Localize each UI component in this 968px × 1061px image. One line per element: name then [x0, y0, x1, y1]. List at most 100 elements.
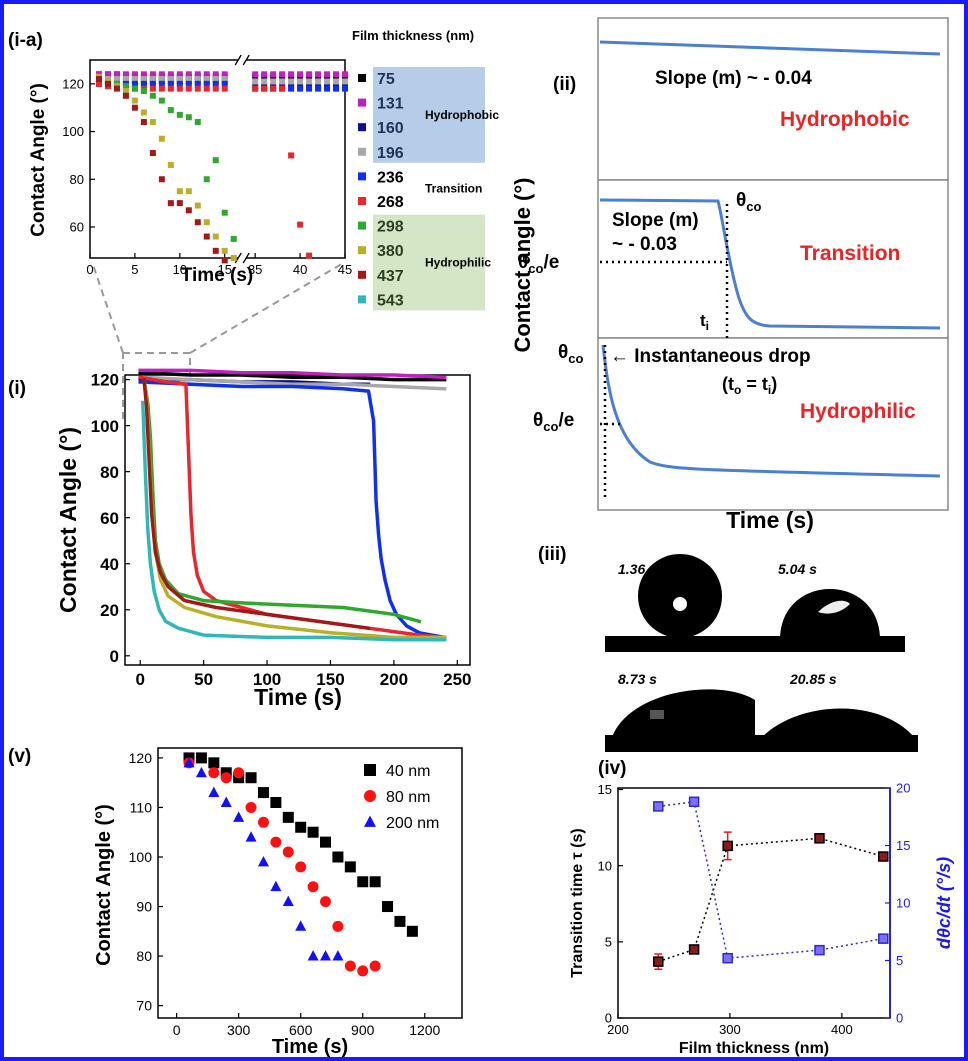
marker: [122, 76, 129, 83]
text: /e: [558, 410, 574, 431]
legend-label: 380: [377, 243, 404, 260]
marker: [221, 209, 228, 216]
marker: [221, 71, 228, 78]
series-line: [140, 400, 447, 642]
chart: 0 5 10 15 35 40 45 60 80 100 120 Time (s) Contact An…: [8, 28, 499, 311]
marker: [122, 83, 129, 90]
marker: [167, 85, 174, 92]
marker: [208, 786, 220, 798]
marker: [270, 71, 277, 78]
marker: [131, 76, 138, 83]
marker: [333, 85, 340, 92]
marker: [306, 71, 313, 78]
marker: [212, 247, 219, 254]
y-tick-label: 60: [70, 220, 84, 235]
marker: [203, 80, 210, 87]
marker: [203, 76, 210, 83]
marker: [342, 85, 348, 92]
panel-label: (iii): [538, 544, 567, 565]
x-tick-label: 0: [86, 262, 93, 277]
marker: [332, 950, 344, 961]
chart: 0 50 100 150 200 250 0 20 40 60 80 100 120 Time (s) Co…: [8, 368, 472, 710]
panel-label: (iv): [598, 758, 627, 779]
marker: [212, 71, 219, 78]
marker: [167, 107, 174, 114]
legend-label: 160: [377, 120, 404, 137]
marker: [158, 135, 165, 142]
marker: [306, 85, 313, 92]
marker: [122, 92, 129, 99]
legend-group-bg: [373, 67, 485, 163]
marker: [257, 787, 269, 799]
subscript: co: [528, 261, 543, 276]
marker: [270, 78, 277, 85]
marker: [306, 78, 313, 85]
x-tick-label: 45: [338, 262, 352, 277]
reflection: [818, 600, 850, 614]
legend-group-label: Hydrophobic: [425, 108, 499, 122]
y-tick-label: 100: [62, 124, 84, 139]
legend-swatch: [358, 74, 366, 82]
regime-box: [597, 179, 949, 339]
marker: [270, 880, 282, 892]
marker: [297, 85, 304, 92]
marker: [203, 176, 210, 183]
legend-title: Film thickness (nm): [352, 28, 474, 43]
symbol: θ: [736, 190, 746, 211]
marker: [185, 188, 192, 195]
x-tick-label: 300: [227, 1022, 251, 1038]
legend-swatch: [358, 197, 366, 205]
marker: [245, 772, 257, 784]
marker: [194, 76, 201, 83]
marker: [203, 233, 210, 240]
y-tick-label: 110: [130, 799, 153, 815]
legend-label: 268: [377, 194, 404, 211]
marker: [176, 200, 183, 207]
marker: [324, 71, 331, 78]
x-tick-label: 5: [131, 262, 138, 277]
marker: [245, 801, 257, 813]
droplet: [780, 589, 880, 640]
marker: [279, 78, 286, 85]
axis-break-gap: [238, 58, 247, 62]
marker: [261, 71, 268, 78]
marker: [158, 71, 165, 78]
legend-label: 40 nm: [386, 763, 430, 780]
marker: [270, 796, 282, 808]
x-tick-label: 250: [443, 670, 471, 689]
marker: [176, 80, 183, 87]
marker: [295, 861, 307, 873]
marker: [212, 85, 219, 92]
x-tick-label: 200: [607, 1022, 629, 1037]
marker: [653, 801, 664, 812]
slope-text: Slope (m) ~ - 0.04: [655, 68, 812, 89]
legend-swatch: [364, 790, 376, 802]
marker: [167, 80, 174, 87]
theta-label: θco/e: [518, 252, 559, 276]
marker: [131, 80, 138, 87]
legend-swatch: [358, 147, 366, 156]
y-axis-title: Contact Angle (°): [28, 83, 49, 237]
marker: [288, 152, 295, 159]
marker: [194, 85, 201, 92]
x-axis-title: Time (s): [726, 507, 814, 533]
marker: [878, 851, 889, 862]
marker: [194, 119, 201, 126]
reflection: [650, 710, 664, 719]
marker: [158, 80, 165, 87]
marker: [344, 960, 356, 972]
marker: [185, 80, 192, 87]
x-tick-label: 100: [253, 670, 281, 689]
legend-swatch: [358, 270, 366, 279]
marker: [357, 965, 369, 977]
substrate: [605, 735, 755, 752]
subscript: co: [543, 419, 558, 434]
series-line: [142, 377, 371, 631]
marker: [158, 97, 165, 104]
marker: [230, 255, 237, 261]
curve: [599, 40, 941, 56]
droplet-images: (iii) 1.36 s 5.04 s 8.73 s 20.85 s: [538, 544, 918, 752]
text: = t: [741, 374, 768, 394]
marker: [212, 80, 219, 87]
marker: [878, 933, 889, 944]
